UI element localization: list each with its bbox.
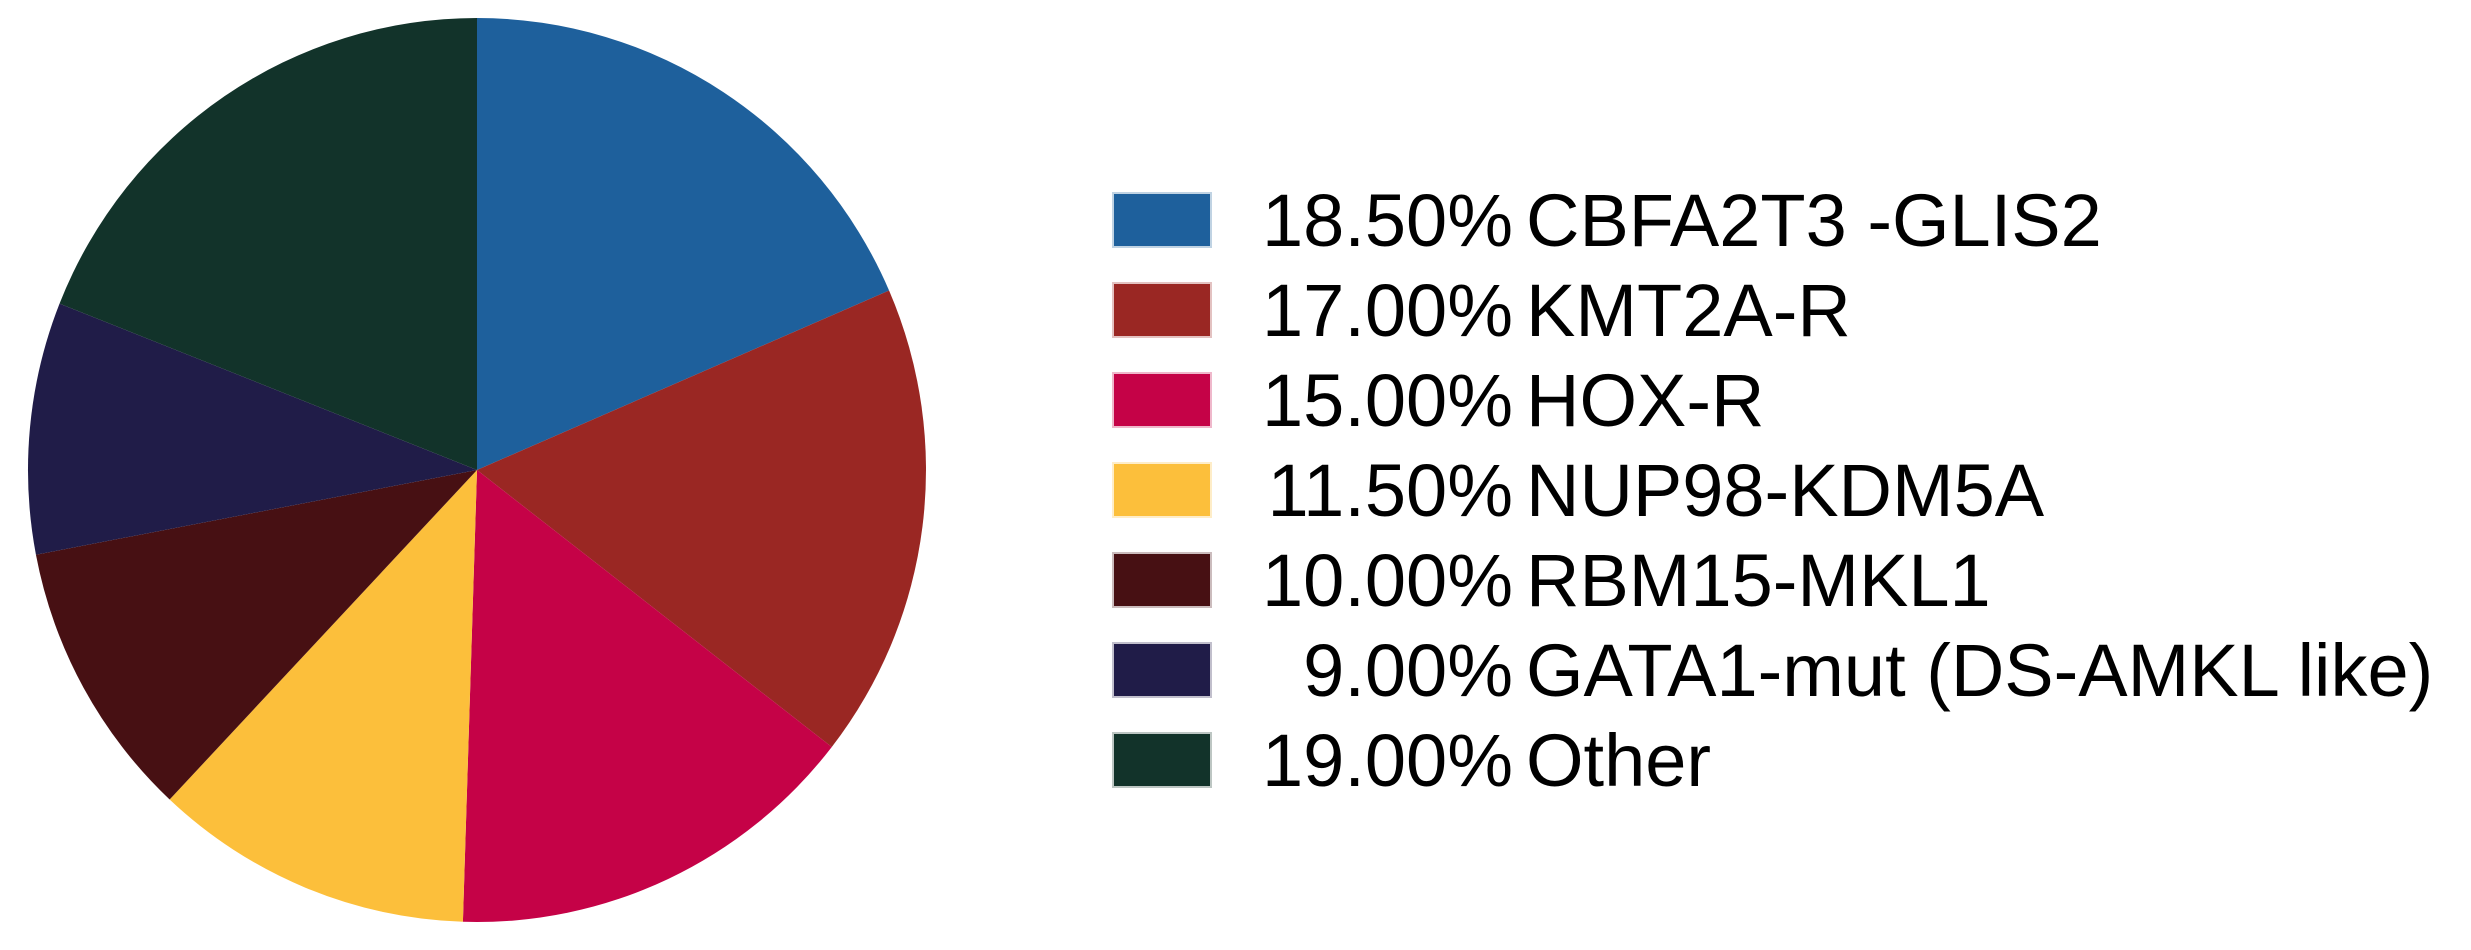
legend-label: RBM15-MKL1 <box>1526 538 1991 622</box>
pie-slice-1 <box>477 18 890 470</box>
legend-label: NUP98-KDM5A <box>1526 448 2045 532</box>
legend-item: 10.00% RBM15-MKL1 <box>1112 535 1991 625</box>
legend-label: CBFA2T3 -GLIS2 <box>1526 178 2102 262</box>
legend-label: HOX-R <box>1526 358 1765 442</box>
legend-label: KMT2A-R <box>1526 268 1851 352</box>
legend-percent: 19.00% <box>1262 718 1513 802</box>
pie-slice-4 <box>169 470 477 922</box>
legend-item: 11.50% NUP98-KDM5A <box>1112 445 2044 535</box>
legend-item: 19.00% Other <box>1112 715 1711 805</box>
legend-percent: 17.00% <box>1262 268 1513 352</box>
legend-swatch <box>1112 372 1212 428</box>
legend-swatch <box>1112 552 1212 608</box>
legend-swatch <box>1112 642 1212 698</box>
legend-swatch <box>1112 732 1212 788</box>
pie-slice-3 <box>462 470 832 923</box>
legend-percent: 18.50% <box>1262 178 1513 262</box>
legend-swatch <box>1112 282 1212 338</box>
pie-slice-6 <box>27 303 477 555</box>
pie-slice-7 <box>59 18 477 470</box>
legend-percent: 11.50% <box>1267 448 1514 532</box>
legend-percent: 9.00% <box>1303 628 1513 712</box>
pie-slice-2 <box>477 290 926 748</box>
legend-swatch <box>1112 192 1212 248</box>
legend-item: 18.50% CBFA2T3 -GLIS2 <box>1112 175 2102 265</box>
legend-percent: 10.00% <box>1262 538 1513 622</box>
pie-slice-5 <box>35 470 477 800</box>
legend-label: GATA1-mut (DS-AMKL like) <box>1526 628 2434 712</box>
legend-percent: 15.00% <box>1262 358 1513 442</box>
legend-item: 9.00% GATA1-mut (DS-AMKL like) <box>1112 625 2433 715</box>
legend-label: Other <box>1526 718 1712 802</box>
legend-item: 15.00% HOX-R <box>1112 355 1764 445</box>
pie-chart <box>27 18 926 923</box>
legend-item: 17.00% KMT2A-R <box>1112 265 1851 355</box>
legend-swatch <box>1112 462 1212 518</box>
